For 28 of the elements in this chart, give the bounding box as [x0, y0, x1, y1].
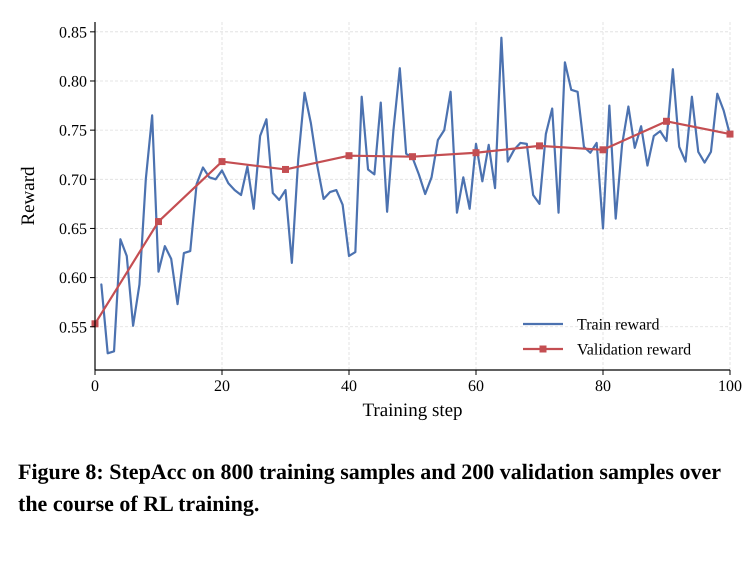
- x-tick-label: 100: [718, 378, 742, 395]
- x-tick-label: 40: [341, 378, 357, 395]
- point: [472, 149, 480, 156]
- y-tick-label: 0.80: [59, 74, 87, 91]
- point: [155, 218, 162, 226]
- x-axis-title: Training step: [362, 400, 463, 421]
- y-tick-label: 0.65: [59, 221, 87, 238]
- point: [663, 118, 670, 125]
- caption: Figure 8: StepAcc on 800 training samples and 200 validation samples over the course of RL training.: [17, 458, 722, 518]
- point: [282, 166, 289, 173]
- y-tick-label: 0.60: [59, 270, 87, 288]
- y-tick-label: 0.75: [59, 122, 87, 140]
- y-tick-label: 0.70: [59, 172, 87, 189]
- y-tick-label: 0.85: [59, 24, 87, 42]
- point: [346, 152, 352, 160]
- x-tick-label: 0: [91, 378, 99, 395]
- legend-label: Validation reward: [577, 342, 692, 359]
- point: [218, 158, 226, 166]
- x-tick-label: 80: [595, 378, 611, 395]
- x-tick-label: 20: [214, 378, 230, 395]
- x-tick-label: 60: [468, 378, 484, 395]
- y-axis-title: Reward: [18, 166, 39, 226]
- point: [600, 146, 606, 154]
- y-tick-label: 0.55: [59, 319, 87, 336]
- legend-label: Train reward: [577, 316, 660, 334]
- point: [536, 142, 543, 150]
- point: [726, 130, 734, 138]
- point: [409, 153, 416, 160]
